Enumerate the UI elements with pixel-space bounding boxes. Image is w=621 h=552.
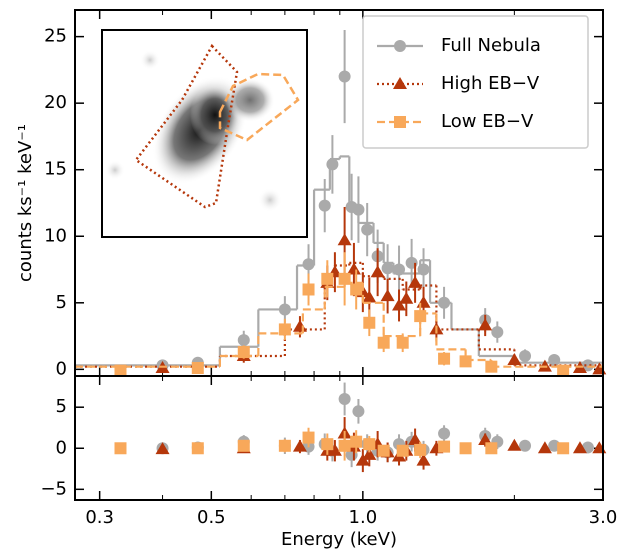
marker — [393, 264, 405, 276]
marker — [238, 440, 250, 452]
y-tick-label: 5 — [56, 292, 67, 313]
marker — [381, 289, 395, 301]
marker — [519, 350, 531, 362]
marker — [438, 427, 450, 439]
marker — [114, 365, 126, 377]
y-tick-label: 0 — [56, 437, 67, 458]
marker — [414, 444, 426, 456]
legend-marker — [394, 40, 406, 52]
marker — [460, 442, 472, 454]
marker — [238, 346, 250, 358]
y-tick-label: 10 — [44, 225, 67, 246]
marker — [382, 262, 394, 274]
marker — [114, 442, 126, 454]
marker — [378, 445, 390, 457]
marker — [592, 362, 606, 374]
marker — [279, 303, 291, 315]
marker — [279, 323, 291, 335]
x-tick-label: 1.0 — [349, 507, 378, 528]
marker — [363, 438, 375, 450]
marker — [350, 283, 362, 295]
x-tick-label: 0.5 — [197, 507, 226, 528]
marker — [397, 445, 409, 457]
marker — [339, 440, 351, 452]
y-tick-label: 15 — [44, 159, 67, 180]
marker — [460, 355, 472, 367]
marker — [303, 258, 315, 270]
marker — [321, 438, 333, 450]
marker — [303, 432, 315, 444]
marker — [326, 158, 338, 170]
marker — [438, 297, 450, 309]
marker — [399, 292, 413, 304]
marker — [350, 436, 362, 448]
legend-marker — [394, 116, 406, 128]
marker — [485, 361, 497, 373]
marker — [408, 276, 422, 288]
marker — [378, 337, 390, 349]
y-tick-label: 0 — [56, 358, 67, 379]
marker — [339, 393, 351, 405]
marker — [238, 334, 250, 346]
marker — [339, 71, 351, 83]
marker — [418, 264, 430, 276]
marker — [352, 405, 364, 417]
legend-label: Low EB−V — [441, 111, 534, 132]
marker — [279, 440, 291, 452]
y-axis-label: counts ks⁻¹ keV⁻¹ — [15, 124, 36, 282]
marker — [592, 441, 606, 453]
x-tick-label: 3.0 — [589, 507, 618, 528]
marker — [321, 273, 333, 285]
marker — [491, 326, 503, 338]
x-tick-label: 0.3 — [85, 507, 114, 528]
marker — [363, 317, 375, 329]
marker — [438, 441, 450, 453]
marker — [548, 354, 560, 366]
marker — [557, 442, 569, 454]
marker — [293, 320, 307, 332]
marker — [361, 224, 373, 236]
marker — [192, 442, 204, 454]
marker — [319, 200, 331, 212]
marker — [485, 442, 497, 454]
marker — [352, 204, 364, 216]
marker — [417, 296, 431, 308]
inset-image — [102, 30, 307, 237]
y-tick-label: 5 — [56, 396, 67, 417]
marker — [339, 273, 351, 285]
marker — [557, 365, 569, 377]
marker — [438, 353, 450, 365]
marker — [303, 283, 315, 295]
page: {"chart_data": [ {"type": "errorbar", "y… — [0, 0, 621, 552]
y-tick-label: −5 — [40, 478, 67, 499]
marker — [192, 362, 204, 374]
marker — [397, 337, 409, 349]
x-axis-label: Energy (keV) — [281, 529, 397, 550]
y-tick-label: 20 — [44, 92, 67, 113]
marker — [338, 233, 352, 245]
legend-label: High EB−V — [441, 73, 540, 94]
marker — [414, 310, 426, 322]
y-tick-label: 25 — [44, 26, 67, 47]
legend-label: Full Nebula — [441, 35, 541, 56]
figure: 0 5 10 15 20 25 counts ks⁻¹ keV⁻¹ Full Nebula Hi… — [0, 0, 621, 552]
